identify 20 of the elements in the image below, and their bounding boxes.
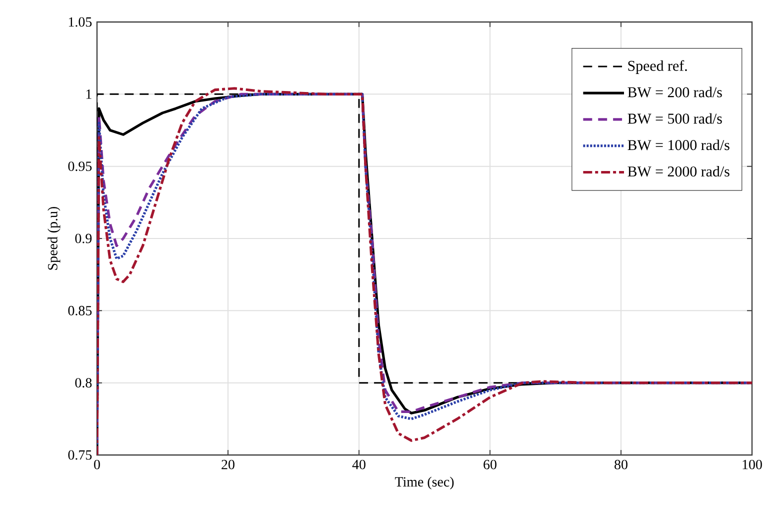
legend-label: BW = 1000 rad/s bbox=[628, 140, 730, 150]
x-tick-label: 20 bbox=[222, 460, 234, 470]
y-tick-label: 1 bbox=[86, 90, 92, 99]
y-tick-label: 0.75 bbox=[68, 450, 92, 460]
x-axis-title: Time (sec) bbox=[394, 476, 454, 490]
y-tick-label: 0.8 bbox=[75, 378, 92, 388]
x-tick-label: 60 bbox=[484, 460, 496, 470]
legend-label: BW = 200 rad/s bbox=[628, 86, 722, 98]
x-tick-label: 100 bbox=[742, 460, 762, 470]
x-tick-label: 0 bbox=[94, 460, 100, 470]
legend-label: BW = 500 rad/s bbox=[628, 113, 722, 124]
y-axis-title: Speed (p.u) bbox=[48, 206, 60, 270]
y-tick-label: 1.05 bbox=[68, 17, 92, 27]
y-tick-label: 0.95 bbox=[68, 162, 92, 172]
y-tick-label: 0.9 bbox=[75, 234, 92, 244]
x-tick-label: 40 bbox=[352, 460, 366, 470]
y-tick-label: 0.85 bbox=[68, 306, 92, 316]
legend-label: BW = 2000 rad/s bbox=[628, 166, 730, 177]
x-tick-label: 80 bbox=[614, 460, 628, 470]
legend-label: Speed ref. bbox=[628, 60, 687, 74]
